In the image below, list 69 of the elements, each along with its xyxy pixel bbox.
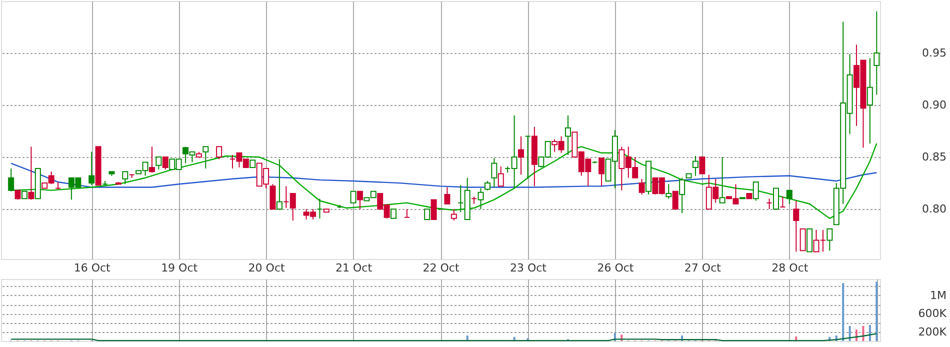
candlestick: [719, 156, 726, 204]
candlestick: [692, 156, 698, 176]
candlestick: [638, 178, 645, 195]
candlestick: [350, 190, 356, 204]
candlestick: [826, 228, 833, 252]
x-tick-label: 23 Oct: [510, 262, 548, 274]
y-tick-label: 600K: [918, 307, 948, 320]
candlestick: [148, 146, 155, 174]
candlestick: [866, 58, 873, 144]
candlestick: [699, 156, 706, 174]
candlestick: [874, 10, 880, 96]
x-tick-label: 19 Oct: [161, 262, 198, 274]
y-tick-label: 1M: [930, 288, 946, 302]
x-tick-label: 28 Oct: [772, 262, 809, 274]
candlestick: [55, 182, 62, 190]
candlestick: [679, 177, 686, 214]
y-tick-label: 0.90: [922, 98, 946, 112]
bar: [842, 283, 844, 341]
candlestick: [786, 190, 792, 204]
candlestick: [450, 208, 457, 222]
candlestick: [478, 188, 484, 210]
candlestick: [390, 208, 397, 219]
candlestick: [672, 190, 678, 210]
candlestick: [404, 208, 410, 218]
y-tick-label: 0.95: [922, 46, 946, 60]
y-tick-label: 0.85: [922, 150, 946, 164]
candlestick: [162, 156, 168, 170]
candlestick: [316, 198, 323, 219]
candlestick: [270, 184, 276, 210]
y-tick-label: 0.80: [922, 202, 946, 216]
bar: [856, 330, 858, 341]
candlestick: [766, 198, 772, 210]
candlestick: [8, 168, 14, 192]
y-tick-label: 200K: [918, 325, 948, 338]
candlestick: [356, 190, 363, 210]
candlestick: [430, 199, 437, 220]
candlestick: [14, 190, 21, 200]
candlestick: [276, 158, 282, 210]
candlestick: [216, 146, 222, 160]
bar: [862, 326, 864, 341]
candlestick: [156, 156, 162, 170]
candlestick: [122, 171, 128, 185]
candlestick: [752, 182, 759, 202]
candlestick: [88, 151, 95, 186]
candlestick: [598, 158, 605, 187]
x-tick-label: 20 Oct: [248, 262, 286, 274]
candlestick: [444, 186, 450, 204]
x-tick-label: 26 Oct: [597, 262, 634, 274]
candlestick: [128, 174, 135, 178]
candlestick: [524, 136, 531, 180]
candlestick: [772, 188, 779, 210]
x-tick-label: 21 Oct: [336, 262, 373, 274]
candlestick: [518, 136, 524, 176]
candlestick: [780, 196, 786, 208]
bar: [876, 282, 878, 341]
candlestick: [471, 196, 478, 204]
bar: [848, 326, 851, 341]
x-tick-label: 16 Oct: [74, 262, 112, 274]
candlestick: [202, 146, 209, 169]
candlestick: [793, 200, 800, 252]
candlestick: [424, 208, 430, 220]
x-tick-label: 22 Oct: [422, 262, 460, 274]
candlestick: [666, 184, 672, 200]
line-series: [10, 162, 878, 188]
bar: [868, 325, 871, 341]
x-tick-label: 27 Oct: [684, 262, 722, 274]
candlestick: [484, 180, 490, 191]
line-series: [10, 333, 878, 342]
candlestick: [28, 146, 34, 200]
